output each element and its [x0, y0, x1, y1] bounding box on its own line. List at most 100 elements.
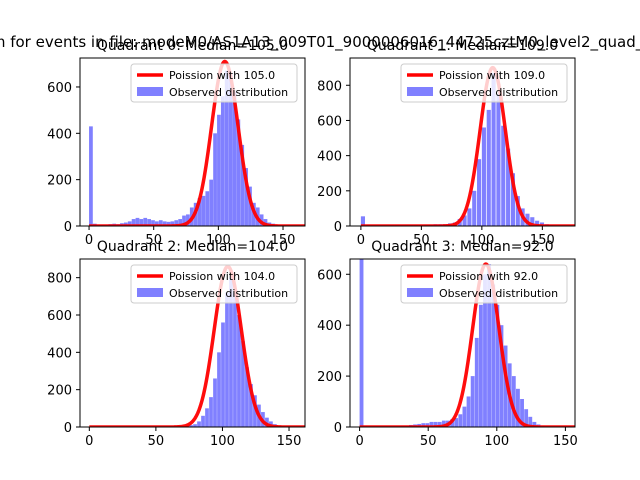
histogram-bar	[209, 179, 214, 226]
y-tick-label: 0	[334, 421, 342, 436]
y-tick-label: 400	[47, 127, 72, 142]
histogram-bar	[240, 144, 245, 226]
legend-entry-poisson: Poission with 105.0	[169, 69, 275, 82]
histogram-bar	[155, 221, 159, 226]
histogram-bar	[241, 341, 245, 427]
histogram-bar	[472, 190, 477, 226]
x-tick-label: 100	[484, 434, 509, 449]
legend-box	[130, 63, 298, 103]
legend-patch-swatch	[137, 87, 163, 96]
histogram-bar	[217, 352, 221, 427]
histogram-bar	[532, 421, 537, 427]
y-tick-label: 0	[64, 220, 72, 235]
histogram-bar	[441, 420, 446, 427]
histogram-bar	[437, 421, 442, 427]
histogram-bar	[189, 425, 193, 427]
histogram-bar	[535, 220, 540, 226]
histogram-bar	[213, 133, 217, 226]
legend: Poission with 92.0 Observed distribution	[400, 264, 568, 304]
histogram-bar	[467, 208, 472, 226]
histogram-bar	[462, 406, 467, 427]
legend-box	[400, 63, 568, 103]
y-tick-label: 200	[47, 174, 72, 189]
histogram-bar	[245, 367, 249, 427]
histogram-bar	[360, 216, 365, 226]
histogram-bar	[233, 292, 237, 427]
histogram-bar	[166, 221, 171, 226]
histogram-bar	[429, 421, 434, 427]
histogram-bar	[193, 424, 197, 427]
y-tick-label: 600	[47, 81, 72, 96]
x-tick-label: 50	[413, 233, 430, 248]
y-tick-label: 800	[317, 79, 342, 94]
quadrant-panel-0: 0 50 100 150 0 200 400 600 Quadrant 0: Median=10…	[47, 38, 306, 248]
histogram-bar	[511, 376, 516, 427]
x-tick-label: 50	[145, 233, 162, 248]
legend: Poission with 105.0 Observed distribution	[130, 63, 298, 103]
histogram-bar	[516, 388, 520, 427]
histogram-bar	[147, 219, 151, 226]
y-tick-label: 0	[334, 220, 342, 235]
y-tick-label: 400	[47, 346, 72, 361]
histogram-bar	[478, 304, 483, 427]
y-tick-label: 200	[47, 384, 72, 399]
histogram-bar	[127, 221, 132, 226]
histogram-bar	[477, 159, 482, 226]
y-tick-label: 200	[317, 185, 342, 200]
histogram-bar	[135, 217, 140, 226]
x-tick-label: 100	[469, 233, 494, 248]
x-tick-label: 0	[85, 233, 93, 248]
x-tick-label: 50	[148, 434, 165, 449]
legend-entry-poisson: Poission with 109.0	[439, 69, 545, 82]
histogram-bar	[249, 384, 253, 427]
histogram-bar	[143, 217, 148, 226]
quadrant-panel-2: 0 50 100 150 0 200 400 600 800 Quadrant 2: Median…	[47, 239, 306, 449]
y-tick-label: 800	[47, 272, 72, 287]
histogram-bar	[425, 423, 430, 427]
histogram-bar	[158, 220, 163, 226]
x-tick-label: 0	[355, 434, 363, 449]
histogram-bar	[495, 304, 500, 427]
histogram-bar	[491, 72, 496, 226]
histogram-bar	[474, 337, 479, 427]
histogram-bar	[205, 191, 210, 226]
histogram-bar	[139, 219, 144, 226]
plot-area	[89, 59, 305, 226]
histogram-bar	[248, 186, 252, 226]
histogram-bar	[186, 214, 190, 226]
y-tick-label: 400	[317, 319, 342, 334]
histogram-bar	[244, 168, 248, 226]
histogram-bar	[225, 292, 229, 427]
histogram-bar	[174, 220, 179, 226]
histogram-bar	[501, 125, 506, 226]
x-tick-label: 0	[357, 233, 365, 248]
legend-entry-observed: Observed distribution	[439, 287, 558, 300]
histogram-bar	[205, 408, 209, 427]
histogram-bar	[201, 195, 206, 226]
x-tick-label: 150	[530, 233, 555, 248]
histogram-bar	[499, 325, 504, 427]
x-tick-label: 100	[210, 434, 235, 449]
histogram-bar	[483, 274, 487, 427]
panel-title: Quadrant 3: Median=92.0	[371, 239, 553, 255]
histogram-bar	[496, 94, 501, 226]
legend-box	[130, 264, 298, 304]
histogram-bar	[486, 109, 491, 226]
histogram-bar	[506, 148, 511, 226]
histogram-bar	[182, 215, 186, 226]
panel-title: Quadrant 1: Median=109.0	[367, 38, 558, 54]
histogram-bar	[359, 259, 364, 427]
histogram-bar	[470, 376, 475, 427]
plot-area	[359, 259, 575, 427]
histogram-bar	[462, 215, 467, 226]
histogram-bar	[530, 217, 535, 226]
histogram-bar	[178, 219, 183, 226]
histogram-bar	[228, 73, 233, 226]
histogram-bar	[520, 399, 524, 427]
x-tick-label: 50	[420, 434, 437, 449]
legend-entry-observed: Observed distribution	[169, 287, 288, 300]
x-tick-label: 150	[271, 233, 296, 248]
histogram-bar	[220, 96, 225, 226]
histogram-bar	[421, 423, 426, 427]
